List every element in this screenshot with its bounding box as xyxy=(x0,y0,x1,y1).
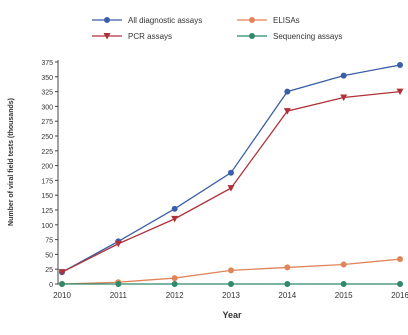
y-tick-label: 25 xyxy=(45,267,53,274)
y-tick-label: 50 xyxy=(45,252,53,259)
data-point xyxy=(340,261,347,268)
data-point xyxy=(228,169,234,176)
data-point xyxy=(284,88,291,95)
data-point xyxy=(396,88,404,96)
y-tick-label: 250 xyxy=(41,134,53,141)
x-tick-label: 2015 xyxy=(335,291,353,300)
data-point xyxy=(228,267,234,274)
legend: All diagnostic assays ELISAs PCR assays Seq… xyxy=(92,16,342,41)
y-tick-label: 0 xyxy=(49,282,53,289)
y-tick-label: 300 xyxy=(41,104,53,111)
y-tick-label: 375 xyxy=(41,60,53,67)
data-point xyxy=(171,281,178,287)
y-tick-label: 125 xyxy=(41,208,53,215)
y-tick-label: 200 xyxy=(41,164,53,171)
data-point xyxy=(58,269,66,276)
y-tick-label: 225 xyxy=(41,149,53,156)
legend-label: Sequencing assays xyxy=(273,32,342,41)
x-tick-label: 2010 xyxy=(53,291,71,300)
data-point xyxy=(284,281,291,287)
data-point xyxy=(171,275,178,282)
series-group xyxy=(58,61,404,287)
x-tick-label: 2011 xyxy=(110,291,128,300)
data-point xyxy=(115,281,122,287)
y-tick-label: 100 xyxy=(41,223,53,230)
y-tick-label: 350 xyxy=(41,75,53,82)
x-tick-label: 2014 xyxy=(278,291,296,300)
data-point xyxy=(340,281,347,287)
data-point xyxy=(283,108,291,115)
x-tick-label: 2013 xyxy=(222,291,240,300)
data-point xyxy=(397,256,403,263)
axes: 0 25 50 75 100 125 150 175 200 225 250 275 300 325 350… xyxy=(41,60,408,300)
legend-swatch-marker xyxy=(104,17,110,23)
data-point xyxy=(171,205,178,212)
y-tick-label: 325 xyxy=(41,90,53,97)
data-point xyxy=(59,281,65,287)
series-line xyxy=(61,64,401,273)
data-point xyxy=(340,94,348,102)
data-point xyxy=(114,240,122,248)
y-axis-label: Number of viral field tests (thousands) xyxy=(8,98,15,226)
x-tick-label: 2016 xyxy=(391,291,408,300)
data-point xyxy=(171,215,179,223)
y-tick-label: 275 xyxy=(41,119,53,126)
legend-swatch-marker xyxy=(249,33,255,39)
x-axis-label: Year xyxy=(222,310,242,320)
y-tick-label: 75 xyxy=(45,238,53,245)
legend-label: PCR assays xyxy=(128,32,172,41)
legend-swatch-marker xyxy=(249,17,255,23)
data-point xyxy=(284,264,291,271)
data-point xyxy=(227,185,235,192)
data-point xyxy=(228,281,234,287)
y-tick-label: 150 xyxy=(41,193,53,200)
legend-label: All diagnostic assays xyxy=(128,16,202,25)
data-point xyxy=(340,72,347,79)
data-point xyxy=(397,281,403,287)
legend-label: ELISAs xyxy=(273,16,300,25)
data-point xyxy=(397,61,403,68)
legend-swatch-marker xyxy=(103,33,111,40)
x-tick-label: 2012 xyxy=(166,291,184,300)
y-tick-label: 175 xyxy=(41,178,53,185)
